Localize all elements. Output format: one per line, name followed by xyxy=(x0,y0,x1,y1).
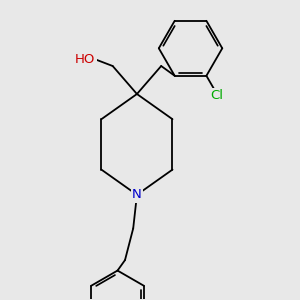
Text: Cl: Cl xyxy=(210,89,223,102)
Text: HO: HO xyxy=(75,53,96,66)
Text: N: N xyxy=(132,188,142,201)
